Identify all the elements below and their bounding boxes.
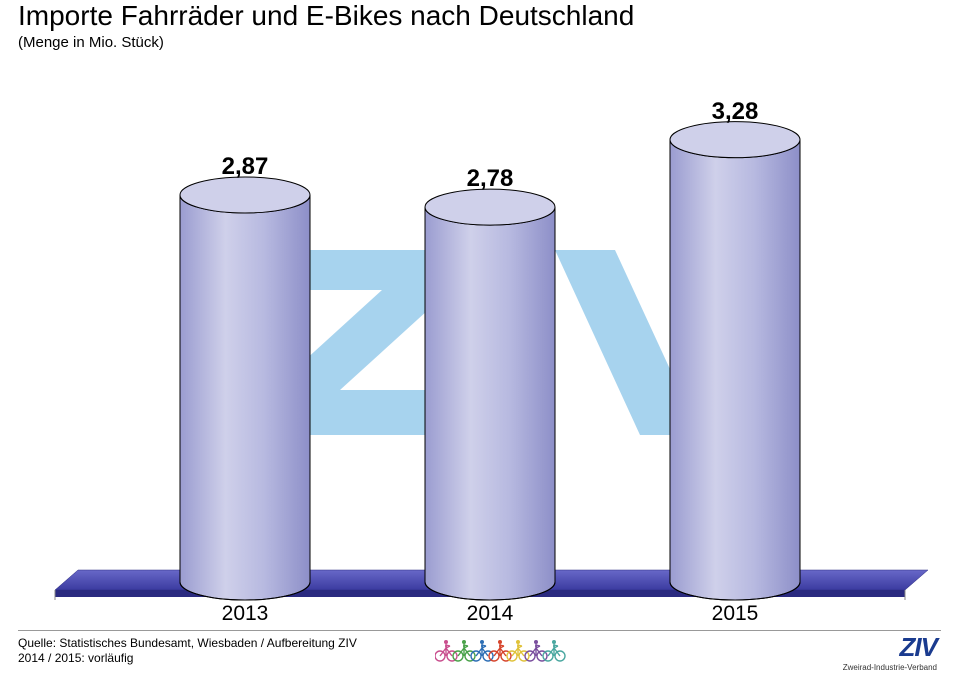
bar-value-label: 2,87: [170, 153, 320, 181]
ziv-logo-subtext: Zweirad-Industrie-Verband: [843, 663, 937, 672]
bar-value-label: 3,28: [660, 98, 810, 126]
ziv-logo: ZIV Zweirad-Industrie-Verband: [843, 632, 937, 672]
source-line-2: 2014 / 2015: vorläufig: [18, 651, 133, 665]
cylinder-bar-chart: [0, 0, 959, 689]
bike-row-icon: [435, 636, 570, 664]
chart-title: Importe Fahrräder und E-Bikes nach Deuts…: [18, 0, 634, 32]
source-line-1: Quelle: Statistisches Bundesamt, Wiesbad…: [18, 636, 357, 650]
footer-separator: [18, 630, 941, 631]
x-axis-label: 2013: [170, 602, 320, 626]
x-axis-label: 2015: [660, 602, 810, 626]
ziv-logo-text: ZIV: [843, 632, 937, 663]
chart-subtitle: (Menge in Mio. Stück): [18, 34, 164, 51]
bar-value-label: 2,78: [415, 165, 565, 193]
x-axis-label: 2014: [415, 602, 565, 626]
